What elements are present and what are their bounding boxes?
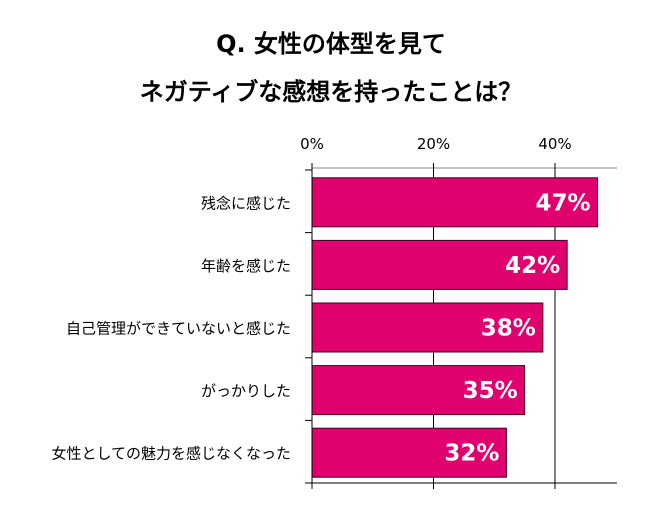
category-label: 女性としての魅力を感じなくなった [51, 445, 291, 463]
data-label: 38% [481, 316, 536, 342]
x-tick-label: 40% [538, 135, 571, 153]
data-label: 42% [505, 253, 560, 279]
category-label: 自己管理ができていないと感じた [66, 320, 291, 338]
bar [311, 365, 526, 416]
chart-title-line-2: ネガティブな感想を持ったことは？ [140, 78, 523, 106]
x-tick-label: 0% [300, 135, 324, 153]
category-label: 年齢を感じた [201, 257, 291, 275]
data-label: 32% [444, 441, 499, 467]
category-label: がっかりした [201, 382, 291, 400]
bar [311, 302, 544, 353]
category-label: 残念に感じた [201, 194, 291, 212]
data-label: 35% [463, 378, 518, 404]
bar [311, 427, 507, 478]
x-tick-label: 20% [417, 135, 450, 153]
axes: 0% 20% 40% 残念に感じた年齢を感じた自己管理ができていないと感じたがっかりし… [51, 135, 617, 489]
chart-title-line-1: Q. 女性の体型を見て [216, 30, 446, 58]
data-label: 47% [535, 190, 590, 216]
